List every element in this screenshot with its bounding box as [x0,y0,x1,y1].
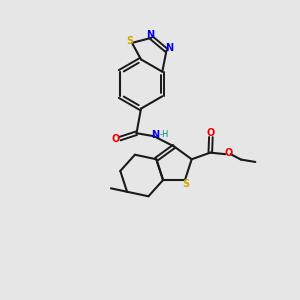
Text: S: S [126,36,133,46]
Text: N: N [151,130,160,140]
Text: O: O [112,134,120,145]
Text: N: N [146,30,154,40]
Text: N: N [165,43,174,53]
Text: O: O [207,128,215,138]
Text: O: O [224,148,232,158]
Text: S: S [182,178,189,189]
Text: -H: -H [159,130,169,139]
